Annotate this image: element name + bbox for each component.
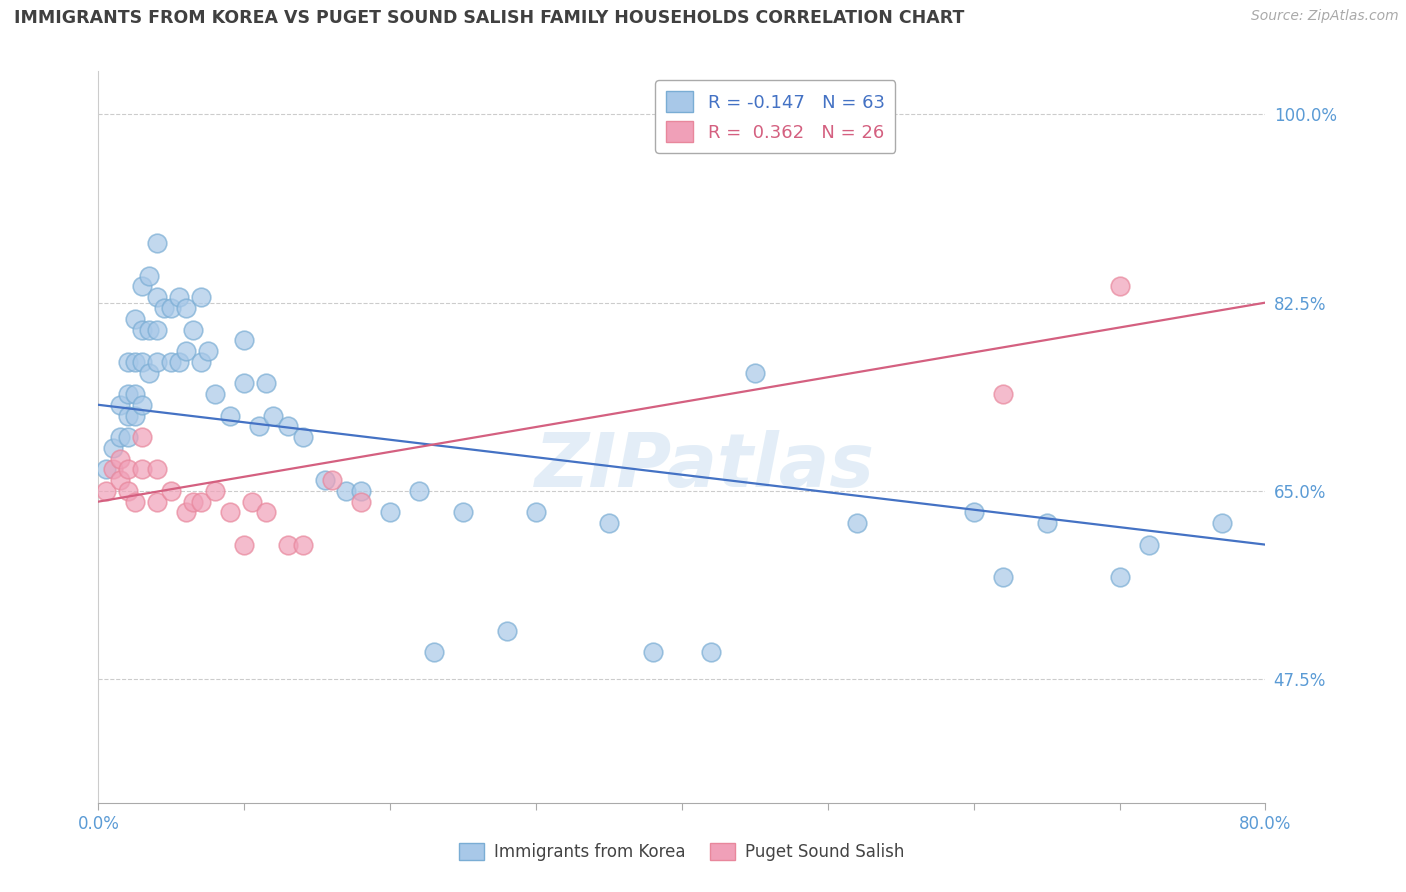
Point	[291, 430, 314, 444]
Point	[204, 483, 226, 498]
Point	[233, 333, 256, 347]
Point	[117, 462, 139, 476]
Point	[496, 624, 519, 638]
Point	[218, 505, 240, 519]
Point	[254, 376, 277, 391]
Point	[167, 355, 190, 369]
Point	[146, 462, 169, 476]
Point	[124, 311, 146, 326]
Point	[146, 355, 169, 369]
Point	[524, 505, 547, 519]
Point	[380, 505, 402, 519]
Point	[204, 387, 226, 401]
Point	[146, 290, 169, 304]
Point	[131, 430, 153, 444]
Text: Source: ZipAtlas.com: Source: ZipAtlas.com	[1251, 9, 1399, 23]
Point	[94, 483, 117, 498]
Point	[1108, 279, 1130, 293]
Point	[1108, 570, 1130, 584]
Point	[451, 505, 474, 519]
Point	[117, 409, 139, 423]
Point	[117, 430, 139, 444]
Point	[101, 462, 124, 476]
Point	[262, 409, 284, 423]
Point	[350, 483, 373, 498]
Point	[700, 645, 723, 659]
Point	[110, 451, 132, 466]
Point	[277, 538, 299, 552]
Point	[131, 398, 153, 412]
Point	[110, 430, 132, 444]
Point	[160, 301, 183, 315]
Point	[146, 494, 169, 508]
Point	[131, 462, 153, 476]
Point	[117, 387, 139, 401]
Point	[991, 387, 1014, 401]
Point	[131, 279, 153, 293]
Point	[167, 290, 190, 304]
Point	[101, 441, 124, 455]
Point	[138, 322, 160, 336]
Point	[160, 483, 183, 498]
Point	[94, 462, 117, 476]
Point	[146, 236, 169, 251]
Point	[218, 409, 240, 423]
Point	[190, 494, 212, 508]
Point	[321, 473, 343, 487]
Point	[291, 538, 314, 552]
Point	[110, 473, 132, 487]
Point	[423, 645, 446, 659]
Point	[110, 398, 132, 412]
Point	[131, 355, 153, 369]
Point	[1211, 516, 1233, 530]
Point	[153, 301, 176, 315]
Point	[160, 355, 183, 369]
Point	[174, 301, 197, 315]
Point	[240, 494, 263, 508]
Point	[641, 645, 664, 659]
Point	[744, 366, 766, 380]
Legend: Immigrants from Korea, Puget Sound Salish: Immigrants from Korea, Puget Sound Salis…	[453, 836, 911, 868]
Point	[117, 483, 139, 498]
Point	[124, 409, 146, 423]
Point	[146, 322, 169, 336]
Point	[181, 322, 204, 336]
Point	[408, 483, 430, 498]
Point	[197, 344, 219, 359]
Point	[131, 322, 153, 336]
Point	[124, 494, 146, 508]
Point	[190, 355, 212, 369]
Point	[335, 483, 357, 498]
Point	[174, 505, 197, 519]
Point	[190, 290, 212, 304]
Point	[117, 355, 139, 369]
Point	[846, 516, 869, 530]
Point	[991, 570, 1014, 584]
Point	[962, 505, 984, 519]
Point	[181, 494, 204, 508]
Point	[233, 538, 256, 552]
Point	[598, 516, 620, 530]
Text: ZIPatlas: ZIPatlas	[536, 430, 876, 503]
Point	[247, 419, 270, 434]
Point	[138, 268, 160, 283]
Point	[254, 505, 277, 519]
Point	[1035, 516, 1057, 530]
Point	[124, 355, 146, 369]
Text: IMMIGRANTS FROM KOREA VS PUGET SOUND SALISH FAMILY HOUSEHOLDS CORRELATION CHART: IMMIGRANTS FROM KOREA VS PUGET SOUND SAL…	[14, 9, 965, 27]
Point	[1137, 538, 1160, 552]
Point	[174, 344, 197, 359]
Point	[124, 387, 146, 401]
Point	[314, 473, 336, 487]
Point	[233, 376, 256, 391]
Point	[350, 494, 373, 508]
Point	[277, 419, 299, 434]
Point	[138, 366, 160, 380]
